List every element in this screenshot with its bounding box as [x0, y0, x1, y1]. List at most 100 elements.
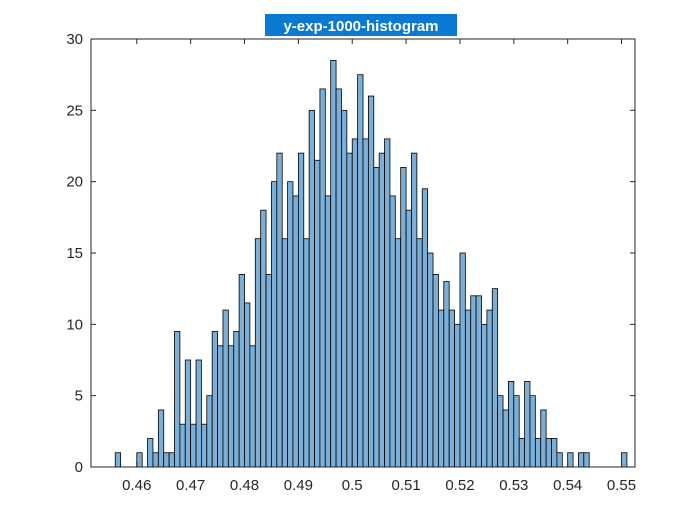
histogram-bar: [227, 345, 235, 468]
histogram-bar: [357, 74, 364, 468]
histogram-bar: [351, 138, 359, 468]
histogram-bar: [341, 109, 348, 468]
histogram-bar: [163, 452, 170, 468]
histogram-bar: [346, 152, 353, 468]
histogram-bar: [502, 409, 509, 468]
histogram-bar: [303, 238, 310, 468]
histogram-bar: [486, 309, 493, 468]
histogram-bar: [389, 195, 396, 468]
y-tick-label: 10: [66, 316, 83, 333]
histogram-bar: [195, 359, 202, 468]
histogram-bar: [432, 273, 439, 468]
histogram-bar: [265, 273, 272, 468]
histogram-bar: [443, 281, 450, 468]
x-tick-label: 0.54: [553, 477, 582, 494]
chart-title: y-exp-1000-histogram: [283, 18, 438, 35]
title-highlight: [265, 14, 457, 36]
x-tick-label: 0.52: [445, 477, 474, 494]
histogram-bar: [384, 138, 391, 468]
y-tick-label: 30: [66, 31, 83, 48]
histogram-bar: [335, 88, 342, 468]
histogram-bar: [448, 309, 455, 468]
histogram-bar: [238, 273, 245, 468]
x-tick-label: 0.47: [176, 477, 205, 494]
histogram-bar: [475, 295, 482, 468]
histogram-bar: [427, 252, 434, 468]
histogram-bar: [254, 238, 262, 468]
y-tick-label: 15: [66, 245, 83, 262]
histogram-bar: [481, 323, 488, 468]
histogram-bar: [556, 452, 563, 468]
histogram-bar: [470, 295, 477, 468]
x-tick-label: 0.55: [607, 477, 636, 494]
histogram-bar: [491, 288, 499, 468]
x-tick-label: 0.51: [391, 477, 420, 494]
y-axis: 0 5 10 15 20 25 30: [66, 31, 635, 476]
histogram-bar: [276, 152, 283, 468]
histogram-bar: [411, 152, 418, 468]
histogram-bar: [464, 309, 472, 468]
histogram-bar: [578, 452, 585, 468]
histogram-bar: [217, 345, 224, 468]
histogram-bar: [308, 109, 315, 468]
histogram-bar: [524, 380, 531, 468]
histogram-bar: [281, 238, 288, 468]
histogram-bar: [136, 452, 143, 468]
histogram-bar: [190, 423, 197, 468]
x-tick-label: 0.48: [230, 477, 259, 494]
y-tick-label: 20: [66, 174, 83, 191]
histogram-bar: [297, 152, 305, 468]
histogram-bar: [168, 452, 175, 468]
histogram-bar: [244, 302, 251, 468]
histogram-bar: [421, 188, 429, 468]
histogram-bar: [545, 438, 552, 468]
histogram-bar: [271, 181, 278, 468]
histogram-bar: [152, 452, 159, 468]
histogram-bar: [233, 331, 240, 468]
histogram-bar: [206, 395, 213, 468]
histogram-bar: [201, 423, 208, 468]
histogram-bar: [362, 138, 369, 468]
histogram-bar: [367, 95, 375, 468]
y-tick-label: 5: [75, 388, 83, 405]
histogram-bar: [438, 309, 445, 468]
histogram-bar: [459, 252, 466, 468]
histogram-bar: [540, 409, 547, 468]
histogram-bar: [330, 60, 337, 468]
x-axis: 0.46 0.47 0.48 0.49 0.5 0.51 0.52 0.53 0.54 0.55: [122, 39, 636, 494]
histogram-bar: [260, 209, 267, 468]
histogram-bar: [114, 452, 122, 468]
histogram-bar: [454, 323, 461, 468]
histogram-bar: [529, 395, 536, 468]
histogram-bar: [179, 423, 186, 468]
x-tick-label: 0.46: [122, 477, 151, 494]
x-tick-label: 0.49: [284, 477, 313, 494]
histogram-bar: [319, 88, 326, 468]
histogram-bar: [400, 166, 407, 468]
histogram-bar: [174, 331, 181, 468]
histogram-bar: [518, 438, 525, 468]
histogram-bar: [416, 238, 423, 468]
histogram-bar: [314, 159, 321, 468]
histogram-bar: [378, 152, 385, 468]
y-tick-label: 25: [66, 102, 83, 119]
histogram-bar: [292, 195, 299, 468]
histogram-bar: [184, 359, 192, 468]
histogram-bar: [287, 181, 294, 468]
histogram-bar: [222, 309, 229, 468]
histogram-bar: [567, 452, 574, 468]
histogram-bar: [508, 380, 515, 468]
x-tick-label: 0.5: [342, 477, 363, 494]
histogram-bar: [497, 395, 504, 468]
histogram-bar: [211, 331, 218, 468]
histogram-bar: [394, 238, 402, 468]
histogram-bar: [621, 452, 628, 468]
x-tick-label: 0.53: [499, 477, 528, 494]
histogram-bar: [513, 395, 520, 468]
histogram-bar: [324, 195, 332, 468]
histogram-bar: [551, 438, 558, 468]
histogram-bar: [249, 345, 256, 468]
histogram-bar: [405, 209, 412, 468]
histogram-bar: [373, 166, 380, 468]
